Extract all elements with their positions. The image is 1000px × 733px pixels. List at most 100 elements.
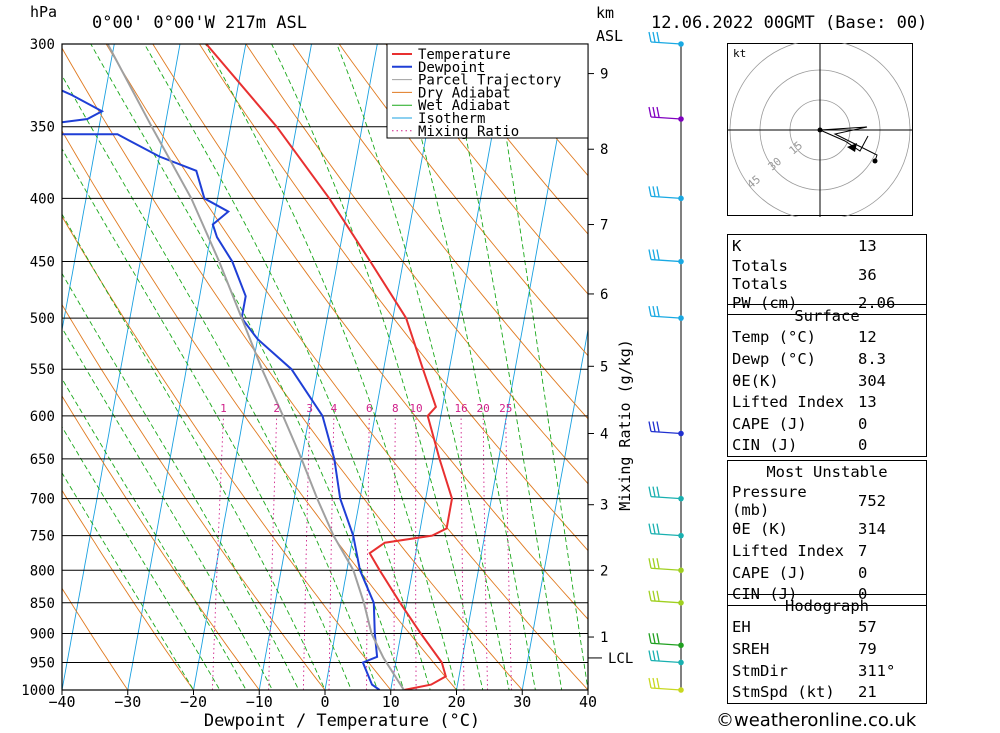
- row-value: 8.3: [854, 348, 927, 370]
- wind-barb-dot: [678, 495, 684, 502]
- table-row: Lifted Index 13: [727, 391, 927, 413]
- isotherm-line: [456, 44, 575, 690]
- wind-barb-flag: [648, 305, 652, 317]
- wind-barb-flag: [648, 106, 652, 118]
- row-key: CAPE (J): [727, 561, 854, 584]
- row-key: Dewp (°C): [727, 348, 854, 370]
- wind-barb-shaft: [650, 495, 682, 500]
- mixing-ratio-label: 20: [477, 402, 490, 415]
- table-row: StmSpd (kt) 21: [727, 681, 927, 704]
- row-value: 0: [854, 412, 927, 435]
- mixing-ratio-line: [505, 415, 512, 690]
- dry-adiabat-line: [105, 44, 588, 690]
- table-row: Dewp (°C) 8.3: [727, 348, 927, 370]
- wind-barb-shaft: [650, 642, 682, 646]
- x-tick-label: −20: [180, 693, 207, 711]
- row-value: 0: [854, 434, 927, 458]
- row-key: SREH: [727, 638, 854, 660]
- table-row: Lifted Index 7: [727, 540, 927, 562]
- mixing-ratio-line: [482, 415, 488, 690]
- wind-barb-shaft: [650, 430, 682, 435]
- wind-barb-flag: [656, 31, 660, 43]
- mixing-ratio-line: [268, 415, 278, 690]
- row-value: 79: [854, 638, 927, 660]
- wet-adiabat-line: [62, 472, 195, 690]
- dry-adiabat-line: [198, 44, 588, 552]
- wet-adiabat-line: [446, 44, 563, 690]
- wet-adiabat-line: [336, 44, 510, 690]
- wind-barb-flag: [648, 650, 652, 661]
- mixing-ratio-line: [366, 415, 370, 690]
- pressure-tick-label: 850: [30, 596, 55, 612]
- row-key: CIN (J): [727, 434, 854, 458]
- wind-barb-shaft: [650, 41, 682, 45]
- mixing-ratio-label: 6: [366, 402, 373, 415]
- dry-adiabat-line: [245, 44, 588, 485]
- pressure-tick-label: 900: [30, 626, 55, 642]
- legend-label: Temperature: [418, 47, 511, 63]
- temperature-line: [205, 44, 454, 690]
- surface-table: Surface Temp (°C) 12 Dewp (°C) 8.3 θE(K) 304 Li…: [727, 303, 927, 458]
- wind-barb-flag: [648, 590, 652, 601]
- pressure-tick-label: 1000: [21, 683, 55, 699]
- wind-barb-flag: [652, 305, 656, 317]
- wind-barb-flag: [648, 486, 652, 497]
- copyright: ©weatheronline.co.uk: [716, 710, 917, 731]
- wind-barb-flag: [648, 523, 652, 534]
- mixing-ratio-label: 1: [220, 402, 227, 415]
- dry-adiabat-line: [338, 44, 588, 357]
- legend-label: Parcel Trajectory: [418, 73, 561, 89]
- wet-adiabat-line: [491, 44, 588, 690]
- km-tick-label: 6: [600, 287, 608, 303]
- row-key: Totals Totals: [727, 256, 854, 293]
- dry-adiabat-line: [62, 489, 195, 690]
- wind-barb-flag: [652, 523, 656, 534]
- row-key: Pressure (mb): [727, 482, 854, 519]
- wind-barb-flag: [656, 590, 660, 601]
- wind-barb-flag: [652, 421, 656, 432]
- wind-barb-flag: [652, 677, 656, 689]
- km-tick-label: 2: [600, 563, 608, 579]
- wind-barb-dot: [678, 430, 684, 437]
- wind-barb-shaft: [650, 567, 682, 571]
- row-key: CAPE (J): [727, 412, 854, 435]
- pressure-tick-label: 350: [30, 120, 55, 136]
- wet-adiabat-line: [90, 44, 405, 690]
- row-key: K: [727, 233, 854, 257]
- wind-barb-flag: [656, 249, 660, 260]
- wind-barb-shaft: [650, 258, 682, 263]
- legend-label: Dewpoint: [418, 60, 485, 76]
- most-unstable-table: Most Unstable Pressure (mb) 752 θE (K) 314 Li…: [727, 459, 927, 606]
- isotherm-line: [193, 44, 312, 690]
- mixing-ratio-line: [393, 415, 396, 690]
- legend-label: Dry Adiabat: [418, 85, 511, 101]
- pressure-tick-label: 950: [30, 655, 55, 671]
- row-key: θE (K): [727, 518, 854, 541]
- dry-adiabat-line: [678, 7, 727, 716]
- km-tick-label: 1: [600, 630, 608, 646]
- dry-adiabat-line: [62, 215, 392, 690]
- row-value: 304: [854, 369, 927, 392]
- isotherm-line: [258, 44, 378, 690]
- wind-barb-flag: [648, 633, 652, 644]
- datetime-title: 12.06.2022 00GMT (Base: 00): [651, 13, 928, 33]
- dry-adiabat-line: [62, 47, 523, 690]
- wind-barb-shaft: [650, 659, 682, 664]
- mixing-ratio-line: [328, 415, 335, 690]
- wind-barb-shaft: [650, 195, 682, 200]
- row-value: 13: [854, 391, 927, 413]
- wind-barb-flag: [656, 650, 660, 661]
- hodograph-unit-label: kt: [733, 47, 746, 60]
- row-value: 311°: [854, 659, 927, 682]
- table-section-title: Most Unstable: [727, 459, 927, 483]
- km-tick-label: 5: [600, 359, 608, 375]
- wind-barb-flag: [652, 650, 656, 661]
- dry-adiabat-line: [292, 44, 588, 420]
- dry-adiabat-line: [385, 44, 588, 295]
- wet-adiabat-line: [62, 213, 326, 690]
- dry-adiabat-line: [62, 303, 326, 690]
- x-axis-label: Dewpoint / Temperature (°C): [204, 711, 480, 731]
- table-row: K 13: [727, 233, 927, 257]
- wet-adiabat-line: [204, 44, 457, 690]
- pressure-tick-label: 700: [30, 492, 55, 508]
